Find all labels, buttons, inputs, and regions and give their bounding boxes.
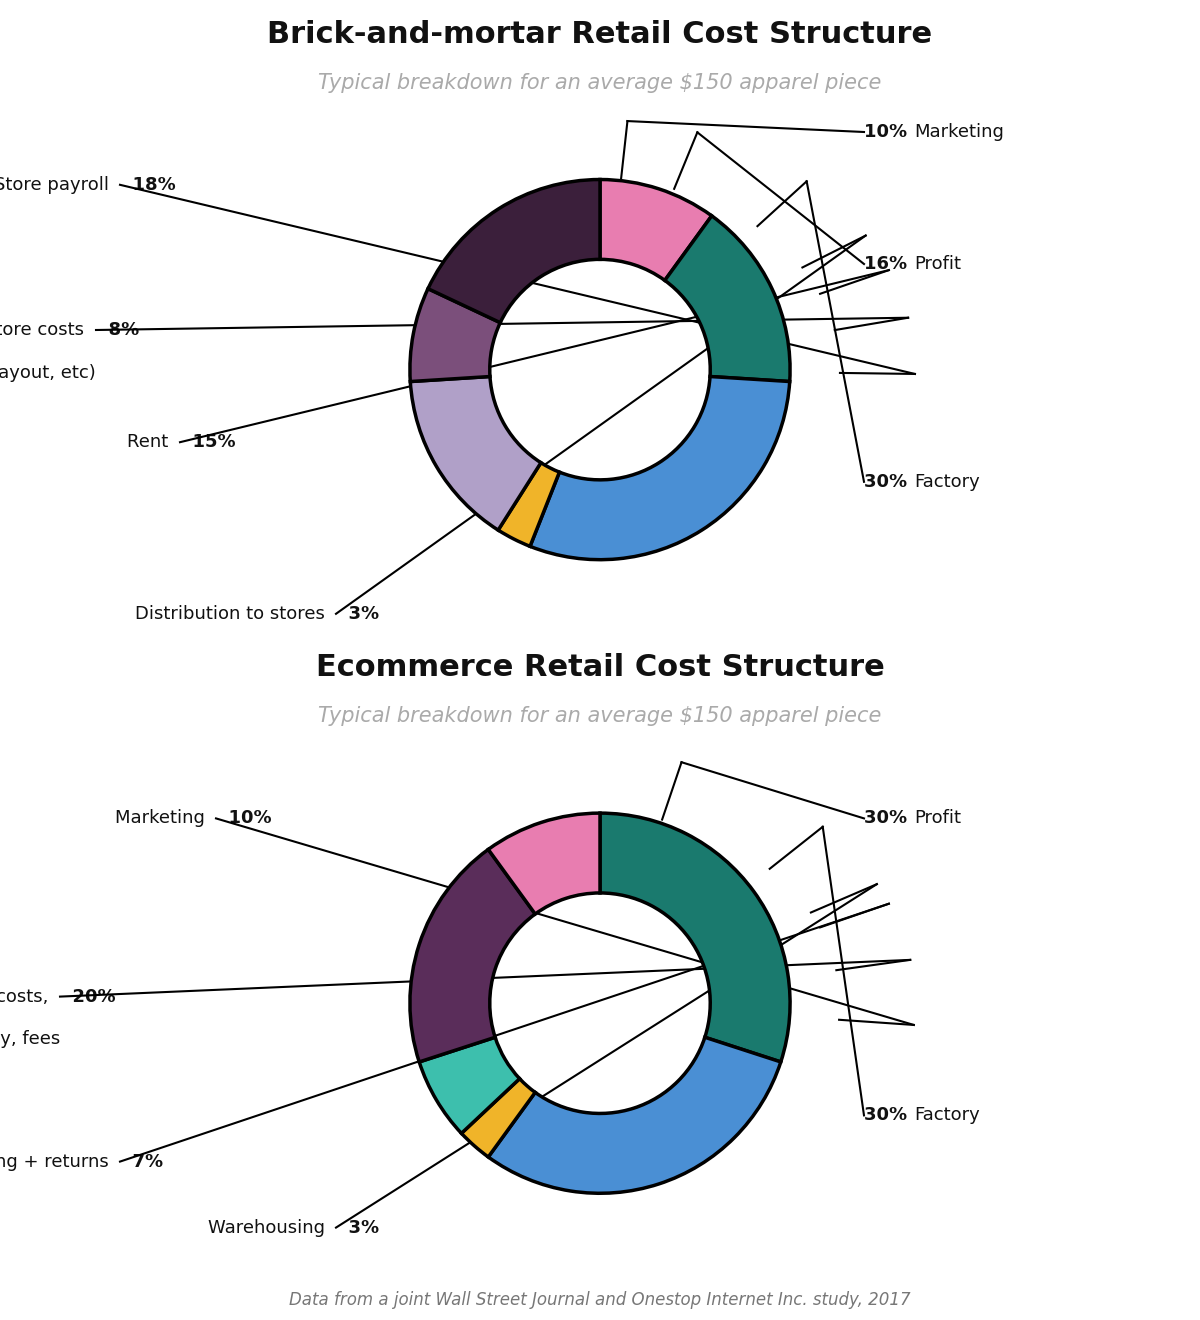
- Text: 3%: 3%: [336, 605, 379, 623]
- Text: 15%: 15%: [180, 433, 235, 451]
- Text: Ecommerce Retail Cost Structure: Ecommerce Retail Cost Structure: [316, 653, 884, 682]
- Text: 30%: 30%: [864, 473, 919, 491]
- Text: Store payroll: Store payroll: [0, 176, 120, 194]
- Text: 30%: 30%: [864, 1106, 919, 1125]
- Text: Typical breakdown for an average $150 apparel piece: Typical breakdown for an average $150 ap…: [318, 73, 882, 92]
- Text: Factory: Factory: [914, 473, 980, 491]
- Text: Factory: Factory: [914, 1106, 980, 1125]
- Text: 20%: 20%: [60, 987, 115, 1006]
- Text: (layout, etc): (layout, etc): [0, 364, 96, 381]
- Text: Operating costs,: Operating costs,: [0, 987, 60, 1006]
- Text: 8%: 8%: [96, 321, 139, 339]
- Text: Data from a joint Wall Street Journal and Onestop Internet Inc. study, 2017: Data from a joint Wall Street Journal an…: [289, 1291, 911, 1309]
- Text: 10%: 10%: [864, 123, 919, 141]
- Text: Shipping + returns: Shipping + returns: [0, 1152, 120, 1171]
- Text: Typical breakdown for an average $150 apparel piece: Typical breakdown for an average $150 ap…: [318, 706, 882, 726]
- Text: Marketing: Marketing: [914, 123, 1004, 141]
- Text: technology, fees: technology, fees: [0, 1031, 60, 1048]
- Text: 16%: 16%: [864, 255, 919, 273]
- Text: Store costs: Store costs: [0, 321, 96, 339]
- Text: 10%: 10%: [216, 809, 271, 828]
- Text: Profit: Profit: [914, 809, 961, 828]
- Text: Warehousing: Warehousing: [208, 1218, 336, 1237]
- Text: 3%: 3%: [336, 1218, 379, 1237]
- Text: 30%: 30%: [864, 809, 919, 828]
- Text: Profit: Profit: [914, 255, 961, 273]
- Text: Marketing: Marketing: [115, 809, 216, 828]
- Text: 7%: 7%: [120, 1152, 163, 1171]
- Text: Brick-and-mortar Retail Cost Structure: Brick-and-mortar Retail Cost Structure: [268, 20, 932, 49]
- Text: Rent: Rent: [127, 433, 180, 451]
- Text: Distribution to stores: Distribution to stores: [134, 605, 336, 623]
- Text: 18%: 18%: [120, 176, 175, 194]
